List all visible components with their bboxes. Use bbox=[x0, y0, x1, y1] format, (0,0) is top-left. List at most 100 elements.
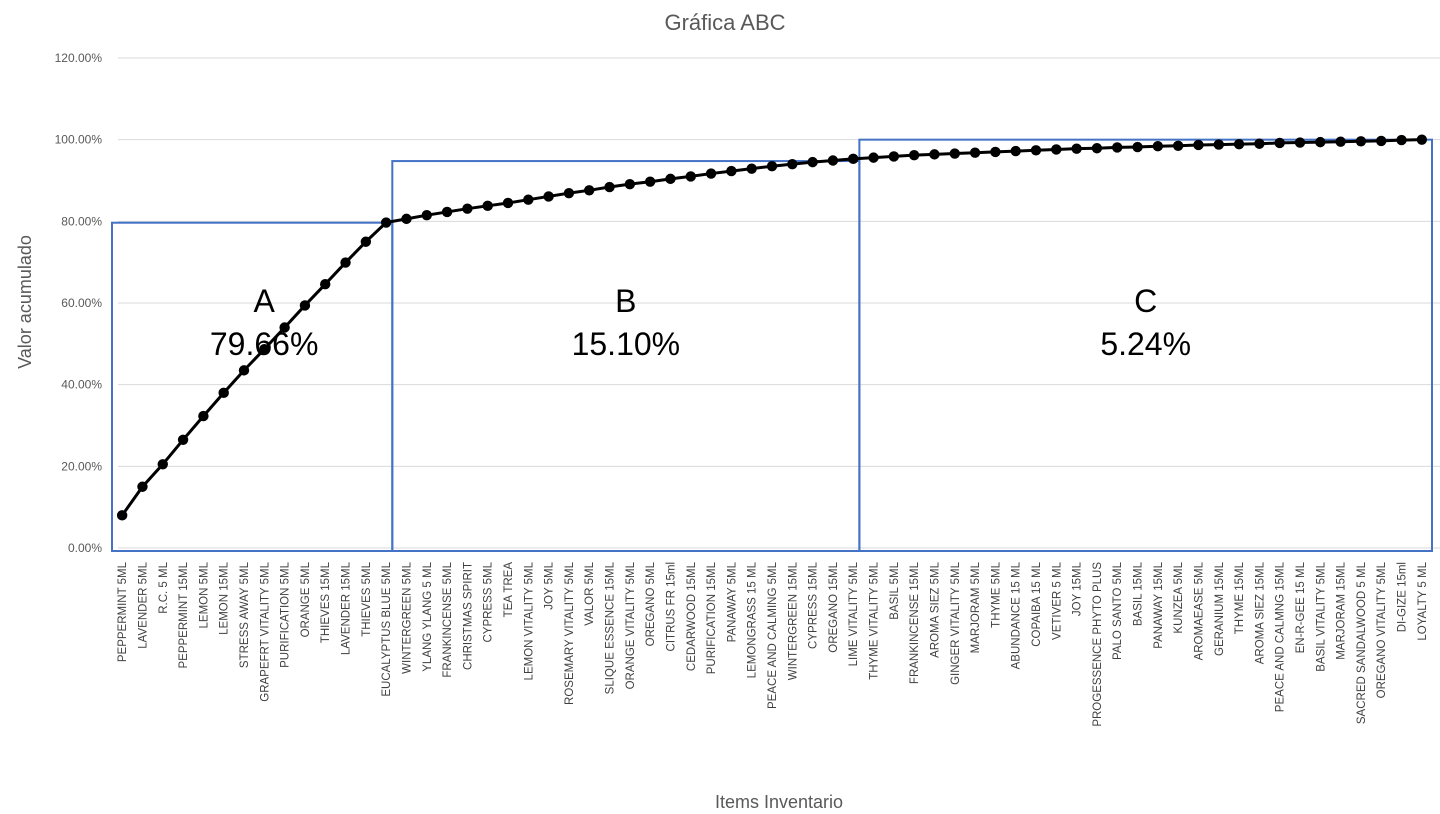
x-tick-label: STRESS AWAY 5ML bbox=[239, 561, 251, 668]
y-tick-label: 60.00% bbox=[61, 296, 102, 310]
data-point bbox=[137, 481, 148, 492]
x-tick-label: PURIFICATION 5ML bbox=[280, 561, 292, 667]
data-point bbox=[726, 165, 737, 177]
data-point bbox=[1193, 139, 1204, 151]
y-tick-label: 80.00% bbox=[61, 214, 102, 228]
x-tick-label: THYME 15ML bbox=[1234, 561, 1246, 634]
x-tick-label: CEDARWOOD 15ML bbox=[686, 561, 698, 671]
x-tick-label: VETIVER 5 ML bbox=[1051, 561, 1063, 640]
x-tick-label: OREGANO VITALITY 5ML bbox=[1376, 561, 1388, 698]
x-tick-label: THYME 5ML bbox=[990, 561, 1002, 627]
data-point bbox=[360, 236, 372, 247]
data-point bbox=[1274, 137, 1285, 149]
data-point bbox=[1254, 138, 1265, 149]
x-tick-label: THIEVES 15ML bbox=[320, 561, 332, 643]
zone-percent: 5.24% bbox=[1100, 326, 1191, 362]
x-tick-label: FRANKINCENSE 15ML bbox=[909, 561, 921, 684]
x-tick-label: FRANKINCENSE 5ML bbox=[442, 561, 454, 677]
data-point bbox=[441, 206, 453, 218]
x-tick-label: AROMA SIEZ 5ML bbox=[929, 561, 941, 657]
data-point bbox=[401, 213, 412, 225]
data-point bbox=[908, 149, 920, 161]
x-tick-label: CITRUS FR 15ml bbox=[665, 562, 677, 651]
data-point bbox=[1335, 136, 1346, 147]
x-tick-label: BASIL 15ML bbox=[1133, 561, 1145, 626]
data-point bbox=[624, 178, 636, 190]
data-point bbox=[685, 171, 696, 182]
zone-letter: B bbox=[615, 283, 636, 319]
x-tick-label: R.C. 5 ML bbox=[158, 561, 170, 613]
x-tick-label: THYME VITALITY 5ML bbox=[869, 561, 881, 679]
x-tick-label: OREGANO 15ML bbox=[828, 561, 840, 652]
x-tick-label: LEMONGRASS 15 ML bbox=[747, 561, 759, 678]
data-point bbox=[848, 153, 859, 165]
data-point bbox=[1233, 138, 1245, 150]
x-tick-label: JOY 15ML bbox=[1072, 561, 1084, 616]
cumulative-series bbox=[116, 134, 1428, 521]
x-axis-label: Items Inventario bbox=[715, 792, 843, 812]
data-point bbox=[644, 176, 656, 187]
x-tick-label: DI-GIZE 15ml bbox=[1397, 562, 1409, 632]
x-tick-label: YLANG YLANG 5 ML bbox=[422, 561, 434, 671]
x-tick-label: EN-R-GEE 15 ML bbox=[1295, 561, 1307, 653]
data-point bbox=[462, 203, 473, 214]
x-tick-label: PURIFICATION 15ML bbox=[706, 561, 718, 674]
y-tick-label: 100.00% bbox=[55, 133, 103, 147]
x-tick-label: WINTERGREEN 15ML bbox=[787, 561, 799, 680]
data-point bbox=[1396, 134, 1407, 146]
data-point bbox=[604, 181, 615, 193]
x-tick-label: PEACE AND CALMNG 15ML bbox=[1275, 561, 1287, 712]
gridlines bbox=[118, 57, 1440, 549]
x-tick-label: PANAWAY 15ML bbox=[1153, 561, 1165, 648]
zone-letter: C bbox=[1134, 283, 1157, 319]
data-point bbox=[584, 185, 595, 196]
data-point bbox=[705, 168, 717, 179]
data-point bbox=[1152, 141, 1164, 152]
data-point bbox=[1071, 143, 1082, 154]
chart-title: Gráfica ABC bbox=[664, 10, 785, 35]
abc-zone-labels: A 79.66% B 15.10% C 5.24% bbox=[210, 283, 1191, 362]
x-tick-label: BASIL VITALITY 5ML bbox=[1315, 561, 1327, 671]
data-point bbox=[482, 200, 493, 212]
data-point bbox=[279, 322, 290, 333]
data-point bbox=[177, 434, 189, 445]
data-point bbox=[259, 343, 270, 355]
x-tick-label: LAVENDER 15ML bbox=[341, 561, 353, 655]
x-tick-label: ORANGE VITALITY 5ML bbox=[625, 561, 637, 689]
data-point bbox=[1051, 144, 1062, 155]
x-tick-label: VALOR 5ML bbox=[584, 561, 596, 625]
x-tick-label: JOY 5ML bbox=[544, 561, 556, 609]
data-point bbox=[766, 161, 778, 172]
x-tick-label: CHRISTMAS SPIRIT bbox=[462, 562, 474, 670]
data-point bbox=[929, 149, 940, 160]
x-tick-label: LAVENDER 5ML bbox=[137, 561, 149, 648]
data-point bbox=[543, 191, 554, 202]
x-tick-label: THIEVES 5ML bbox=[361, 561, 373, 636]
x-tick-label: LIME VITALITY 5ML bbox=[848, 561, 860, 666]
x-tick-label: LEMON VITALITY 5ML bbox=[523, 561, 535, 680]
x-tick-label: LEMON 5ML bbox=[198, 561, 210, 628]
data-point bbox=[563, 187, 575, 199]
data-point bbox=[1132, 141, 1143, 153]
x-tick-label: TEA TREA bbox=[503, 562, 515, 618]
data-point bbox=[949, 148, 960, 159]
x-tick-label: AROMAEASE 5ML bbox=[1193, 561, 1205, 660]
x-tick-label: GRAPEFRT VITALITY 5ML bbox=[259, 561, 271, 701]
x-tick-label: PEACE AND CALMING 5ML bbox=[767, 561, 779, 709]
data-point bbox=[198, 410, 209, 422]
data-point bbox=[299, 300, 311, 311]
data-point bbox=[238, 365, 250, 376]
data-point bbox=[969, 147, 981, 158]
data-point bbox=[502, 197, 514, 209]
x-tick-label: LOYALTY 5 ML bbox=[1417, 561, 1429, 640]
x-tick-label: SLIQUE ESSENCE 15ML bbox=[605, 561, 617, 694]
data-point bbox=[888, 151, 900, 162]
x-tick-label: PANAWAY 5ML bbox=[726, 561, 738, 642]
data-point bbox=[218, 387, 229, 399]
data-point bbox=[320, 279, 331, 290]
data-point bbox=[1010, 145, 1021, 157]
x-tick-label: ROSEMARY VITALITY 5ML bbox=[564, 561, 576, 705]
data-point bbox=[1091, 143, 1103, 154]
zone-percent: 15.10% bbox=[572, 326, 681, 362]
